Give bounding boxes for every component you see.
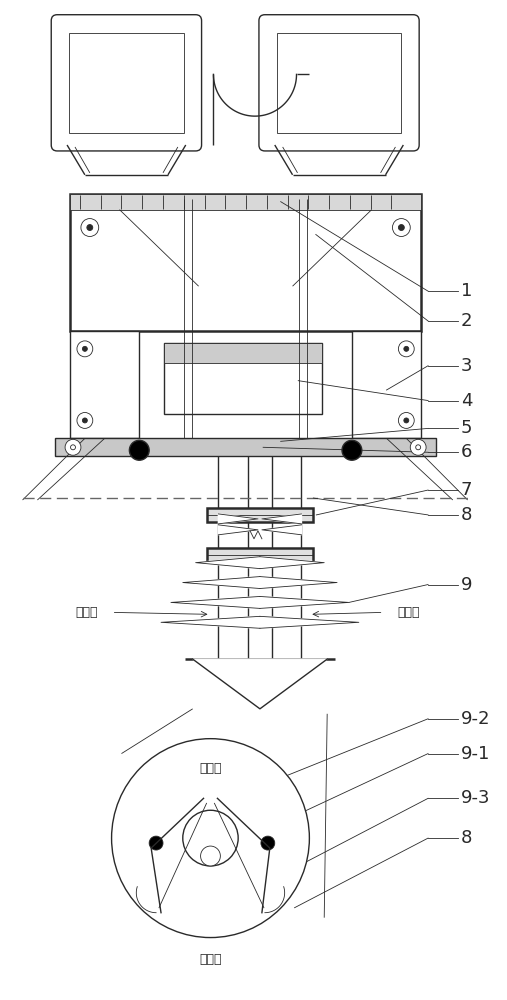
Circle shape [65, 439, 81, 455]
Text: 9-2: 9-2 [461, 710, 490, 728]
Circle shape [404, 346, 409, 351]
Polygon shape [171, 596, 260, 608]
Circle shape [342, 440, 362, 460]
Circle shape [399, 412, 414, 428]
Bar [206, 508, 313, 522]
Circle shape [77, 412, 93, 428]
FancyBboxPatch shape [259, 15, 419, 151]
Text: 6: 6 [461, 443, 472, 461]
Text: 活动端: 活动端 [199, 953, 222, 966]
Polygon shape [219, 525, 258, 535]
Circle shape [129, 440, 149, 460]
Circle shape [77, 341, 93, 357]
Circle shape [112, 739, 309, 938]
Circle shape [70, 445, 76, 450]
Bar [70, 194, 421, 331]
Circle shape [83, 418, 87, 423]
Circle shape [83, 346, 87, 351]
Bar [55, 438, 436, 456]
Bar [206, 548, 313, 562]
Circle shape [399, 225, 404, 231]
Circle shape [399, 341, 414, 357]
Text: 8: 8 [461, 506, 472, 524]
Polygon shape [260, 596, 349, 608]
Circle shape [404, 418, 409, 423]
Polygon shape [262, 514, 302, 524]
Circle shape [201, 846, 221, 866]
Bar [352, 331, 421, 438]
Bar [70, 194, 421, 210]
Text: 剖切线: 剖切线 [76, 606, 98, 619]
Polygon shape [262, 525, 302, 535]
Circle shape [392, 219, 410, 236]
Circle shape [261, 836, 275, 850]
Circle shape [416, 445, 421, 450]
Text: 5: 5 [461, 419, 472, 437]
Bar [69, 33, 184, 133]
Polygon shape [260, 557, 324, 569]
Polygon shape [260, 616, 359, 628]
Circle shape [410, 439, 426, 455]
Bar [164, 343, 322, 414]
Text: 7: 7 [461, 481, 472, 499]
Circle shape [183, 810, 238, 866]
Circle shape [149, 836, 163, 850]
Text: 2: 2 [461, 312, 472, 330]
Polygon shape [183, 577, 260, 589]
Text: 9-3: 9-3 [461, 789, 490, 807]
Polygon shape [193, 659, 327, 709]
FancyBboxPatch shape [51, 15, 202, 151]
Text: 4: 4 [461, 392, 472, 410]
Bar [70, 331, 139, 438]
Text: 9: 9 [461, 576, 472, 594]
Text: 1: 1 [461, 282, 472, 300]
Polygon shape [260, 577, 337, 589]
Text: 固定端: 固定端 [199, 762, 222, 775]
Circle shape [87, 225, 93, 231]
Polygon shape [161, 616, 260, 628]
Text: 8: 8 [461, 829, 472, 847]
Text: 剖切线: 剖切线 [397, 606, 419, 619]
Polygon shape [219, 514, 258, 524]
Circle shape [81, 219, 99, 236]
Text: 3: 3 [461, 357, 472, 375]
Bar [277, 33, 402, 133]
Polygon shape [196, 557, 260, 569]
Bar [164, 343, 322, 363]
Text: 9-1: 9-1 [461, 745, 490, 763]
